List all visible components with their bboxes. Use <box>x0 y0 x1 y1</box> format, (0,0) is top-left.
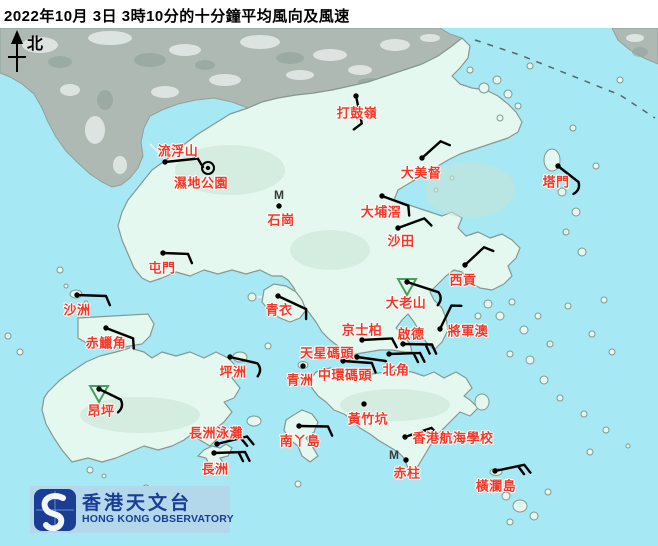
missing-data-marker: M <box>389 448 399 462</box>
hko-name-chinese: 香港天文台 <box>82 493 193 515</box>
station-sai-kung <box>462 246 495 268</box>
wind-barb <box>215 435 255 447</box>
wind-barb <box>493 463 532 476</box>
wind-barb <box>403 426 440 439</box>
wind-barb <box>276 294 308 321</box>
station-star-ferry-pier <box>354 354 390 372</box>
hill-triangle-icon <box>396 278 418 298</box>
station-ngong-ping <box>88 385 124 414</box>
wind-barb <box>360 337 398 349</box>
hill-shading <box>80 145 515 433</box>
station-tsing-yi <box>275 293 308 321</box>
station-kings-park <box>359 337 398 349</box>
north-arrow-icon <box>8 30 26 72</box>
title-bar: 2022年10月 3日 3時10分的十分鐘平均風向及風速 <box>0 0 658 28</box>
station-tseung-kwan-o <box>437 304 463 332</box>
station-tap-mun <box>555 163 581 196</box>
missing-data-marker: M <box>274 188 284 202</box>
landmass-tsing-yi <box>261 283 307 323</box>
wind-barb <box>380 194 411 217</box>
wind-barb <box>341 359 377 374</box>
wind-barb <box>212 450 251 463</box>
airport-link-bridge <box>129 347 139 355</box>
station-tates-cairn <box>396 278 442 307</box>
small-islands <box>4 62 631 526</box>
wind-barb <box>352 94 363 131</box>
calm-wind-icon <box>201 161 215 175</box>
station-shek-kong: M <box>274 188 284 209</box>
wind-barb <box>463 246 495 267</box>
station-tai-po-kau <box>379 193 411 217</box>
landmass-cheung-chau <box>196 443 233 471</box>
station-dot <box>361 401 367 407</box>
wind-barb <box>387 351 426 364</box>
wind-barb <box>228 355 262 378</box>
hko-logo-text: 香港天文台 HONG KONG OBSERVATORY <box>82 494 234 525</box>
station-wetland-park <box>201 161 215 175</box>
station-green-island <box>300 363 306 369</box>
station-kai-tak <box>400 341 438 355</box>
station-central-pier <box>340 358 377 374</box>
landmass-lamma-island <box>283 409 319 463</box>
station-ta-kwu-ling <box>352 93 363 131</box>
wind-barb <box>75 293 112 307</box>
station-hk-sea-school <box>402 426 440 440</box>
station-tuen-mun <box>160 250 194 265</box>
wind-barb <box>396 217 433 230</box>
wind-barb <box>161 251 194 265</box>
landmass-new-territories <box>117 37 523 360</box>
wind-barb <box>104 326 135 350</box>
station-tai-mei-tuk <box>419 140 451 161</box>
station-dot <box>205 165 211 171</box>
station-cheung-chau-beach <box>214 435 255 447</box>
station-sha-chau <box>74 292 112 307</box>
hill-triangle-icon <box>88 385 110 405</box>
station-chek-lap-kok <box>103 325 135 350</box>
urban-area-shenzhen <box>0 27 658 188</box>
hko-name-english: HONG KONG OBSERVATORY <box>82 512 234 525</box>
wind-barb <box>97 387 124 414</box>
stations-layer: MM <box>74 93 581 476</box>
station-dot <box>403 457 409 463</box>
station-dot <box>276 203 282 209</box>
station-wong-chuk-hang <box>361 401 367 407</box>
station-sha-tin <box>395 217 433 231</box>
wind-barb <box>355 355 390 372</box>
wind-barb <box>438 304 463 331</box>
hko-logo-banner: 香港天文台 HONG KONG OBSERVATORY <box>30 486 234 533</box>
station-north-point <box>386 351 426 364</box>
wind-barb <box>556 164 581 196</box>
north-label: 北 <box>27 36 44 53</box>
station-cheung-chau <box>211 450 251 463</box>
station-stanley: M <box>389 448 409 463</box>
page-title: 2022年10月 3日 3時10分的十分鐘平均風向及風速 <box>4 8 350 25</box>
wind-barb <box>420 140 451 160</box>
station-lamma-island <box>296 423 334 437</box>
station-dot <box>300 363 306 369</box>
hko-logo-icon <box>34 488 76 531</box>
station-peng-chau <box>227 354 262 378</box>
wind-barb <box>401 342 438 355</box>
station-waglan-island <box>492 463 532 476</box>
wind-barb <box>405 280 442 307</box>
boundary-dashed-line <box>474 39 656 119</box>
wind-barb <box>297 424 334 437</box>
